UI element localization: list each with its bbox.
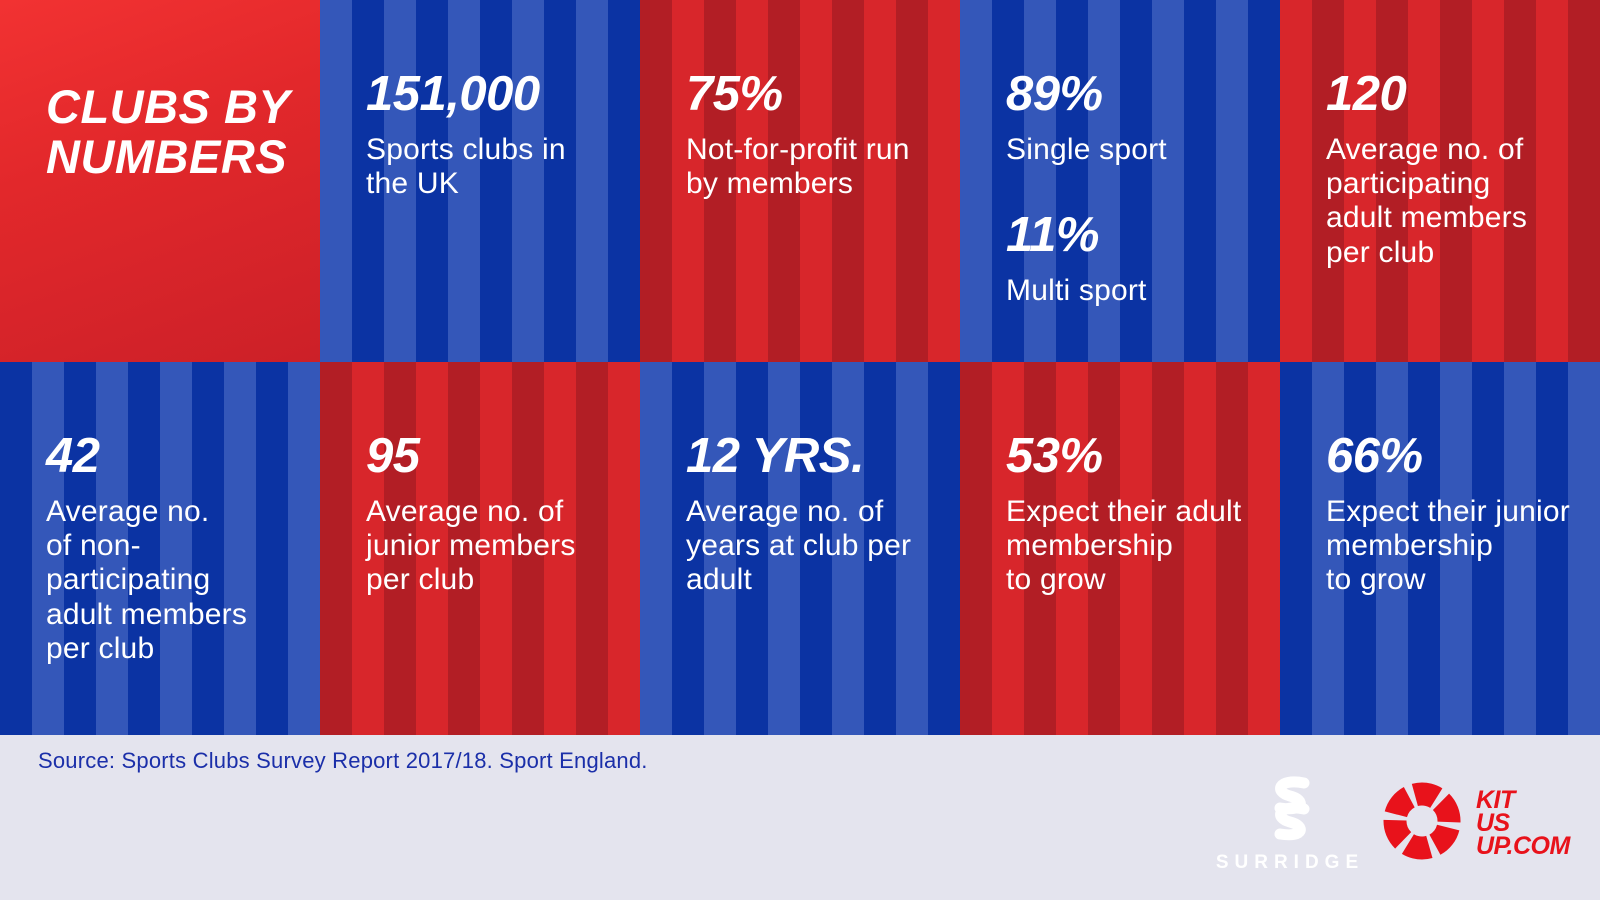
stat: 89% Single sport <box>1006 70 1256 167</box>
stat-tile-not-for-profit: 75% Not-for-profit run by members <box>640 0 960 362</box>
stat-value: 75% <box>686 67 783 121</box>
stat: 95 Average no. of junior members per clu… <box>366 432 616 598</box>
stat-label: Expect their adult membership to grow <box>1006 495 1242 597</box>
kitusup-wordmark: KIT US UP.COM <box>1476 786 1570 860</box>
stat: 42 Average no. of non- participating adu… <box>46 432 296 666</box>
stat-label: Average no. of junior members per club <box>366 495 576 597</box>
stat-value: 66% <box>1326 429 1423 483</box>
stat-tile-adult-membership-grow: 53% Expect their adult membership to gro… <box>960 362 1280 735</box>
stat-label: Expect their junior membership to grow <box>1326 495 1570 597</box>
stat-tile-years-at-club: 12 YRS. Average no. of years at club per… <box>640 362 960 735</box>
stat-value: 42 <box>46 429 100 483</box>
stat-value: 12 YRS. <box>686 429 865 483</box>
surridge-logo: SURRIDGE <box>1210 775 1370 874</box>
stat-label: Single sport <box>1006 133 1167 166</box>
stat-tile-single-multi-sport: 89% Single sport 11% Multi sport <box>960 0 1280 362</box>
stat-label: Not-for-profit run by members <box>686 133 910 201</box>
stat: 12 YRS. Average no. of years at club per… <box>686 432 936 598</box>
stat-label: Sports clubs in the UK <box>366 133 566 201</box>
stat-tile-junior-membership-grow: 66% Expect their junior membership to gr… <box>1280 362 1600 735</box>
stat-label: Average no. of years at club per adult <box>686 495 912 597</box>
stat: 75% Not-for-profit run by members <box>686 70 936 201</box>
stat: 11% Multi sport <box>1006 211 1256 308</box>
stats-grid: CLUBS BY NUMBERS 151,000 Sports clubs in… <box>0 0 1600 735</box>
title-tile: CLUBS BY NUMBERS <box>0 0 320 362</box>
stat-value: 11% <box>1006 208 1099 263</box>
stat-tile-sports-clubs: 151,000 Sports clubs in the UK <box>320 0 640 362</box>
stat-label: Average no. of participating adult membe… <box>1326 133 1528 269</box>
surridge-wordmark: SURRIDGE <box>1215 852 1365 873</box>
stat-label: Multi sport <box>1006 274 1147 308</box>
page-title: CLUBS BY NUMBERS <box>46 80 291 184</box>
stat: 66% Expect their junior membership to gr… <box>1326 432 1576 598</box>
stat-value: 53% <box>1006 429 1103 483</box>
source-text: Source: Sports Clubs Survey Report 2017/… <box>38 748 648 773</box>
stat-tile-junior-members: 95 Average no. of junior members per clu… <box>320 362 640 735</box>
footer: Source: Sports Clubs Survey Report 2017/… <box>0 735 1600 900</box>
stat-value: 89% <box>1006 67 1103 121</box>
kitusup-logo: KIT US UP.COM <box>1380 779 1570 868</box>
stat: 151,000 Sports clubs in the UK <box>366 70 616 201</box>
surridge-monogram-icon <box>1264 775 1316 846</box>
stat: 120 Average no. of participating adult m… <box>1326 70 1576 270</box>
stat-label: Average no. of non- participating adult … <box>46 495 248 665</box>
stat-value: 95 <box>366 429 420 483</box>
stat-tile-non-participating-adults: 42 Average no. of non- participating adu… <box>0 362 320 735</box>
stat: 53% Expect their adult membership to gro… <box>1006 432 1256 598</box>
stat-value: 151,000 <box>366 67 540 121</box>
stat-value: 120 <box>1326 67 1407 121</box>
kitusup-ring-icon <box>1380 779 1464 868</box>
stat-tile-participating-adults: 120 Average no. of participating adult m… <box>1280 0 1600 362</box>
